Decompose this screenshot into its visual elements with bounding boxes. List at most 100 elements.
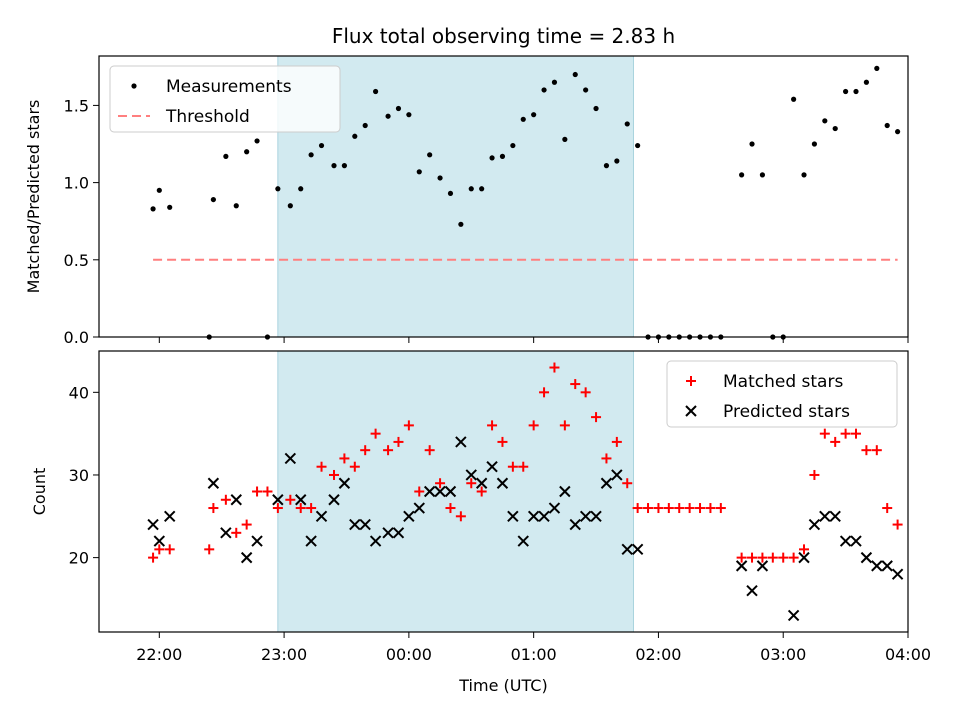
data-point — [148, 552, 159, 563]
data-point — [603, 163, 610, 169]
data-point — [393, 436, 404, 447]
data-point — [230, 494, 242, 506]
data-point — [674, 503, 685, 514]
data-point — [385, 113, 391, 119]
data-point-b — [444, 485, 457, 498]
data-point — [527, 510, 540, 523]
data-point — [447, 190, 454, 197]
data-point — [715, 503, 726, 514]
data-point — [223, 153, 229, 159]
data-point-b — [600, 477, 613, 489]
data-point-b — [829, 510, 841, 523]
data-point — [349, 518, 361, 531]
x-tick-label: 02:00 — [635, 645, 681, 664]
data-point — [369, 535, 382, 547]
data-point-b — [465, 469, 477, 481]
data-point-b — [850, 535, 862, 547]
data-point — [220, 527, 232, 539]
legend-box — [109, 65, 341, 133]
data-point — [510, 142, 516, 149]
data-point-b — [891, 568, 904, 580]
data-point-b — [486, 460, 498, 473]
data-point-b — [305, 535, 317, 547]
data-point-b — [787, 609, 800, 622]
data-point — [156, 187, 162, 193]
data-point — [520, 116, 526, 122]
data-point — [444, 485, 457, 498]
y-tick-label: 0.0 — [64, 328, 89, 347]
data-point-b — [881, 560, 893, 572]
data-point — [541, 87, 547, 93]
data-point-b — [392, 527, 405, 539]
legend-label: Measurements — [166, 77, 292, 97]
data-point — [287, 203, 293, 209]
data-point — [318, 142, 325, 149]
data-point — [207, 477, 220, 489]
data-point — [328, 494, 340, 506]
data-point — [231, 527, 242, 538]
data-point — [819, 510, 831, 523]
count-panel: 20 30 40 22:00 23:00 00:00 01:00 02:00 03:00 04:… — [30, 350, 931, 695]
data-point — [569, 518, 581, 531]
data-point — [476, 486, 487, 497]
ratio-x-ticks — [158, 337, 909, 343]
data-point — [863, 79, 870, 85]
x-tick-label: 03:00 — [760, 645, 806, 664]
data-point — [551, 79, 558, 85]
data-point-b — [153, 535, 166, 547]
data-point — [372, 88, 379, 95]
data-point — [572, 71, 578, 78]
data-point — [445, 503, 456, 514]
data-point — [799, 544, 810, 555]
data-point — [891, 568, 904, 580]
data-point — [413, 502, 425, 514]
data-point-b — [631, 543, 644, 556]
chart-title: Flux total observing time = 2.83 h — [332, 24, 675, 48]
data-point — [316, 461, 327, 472]
data-point — [850, 535, 862, 547]
data-point-b — [369, 535, 382, 547]
ratio-y-axis-label: Matched/Predicted stars — [24, 100, 43, 294]
data-point — [241, 519, 252, 530]
data-point — [458, 221, 464, 227]
data-point — [295, 503, 306, 514]
data-point-b — [240, 551, 253, 564]
data-point — [840, 428, 851, 439]
data-point — [383, 445, 394, 456]
ratio-axes-frame — [98, 55, 909, 338]
data-point — [349, 461, 360, 472]
data-point-b — [538, 510, 550, 523]
x-tick-label: 23:00 — [261, 645, 307, 664]
count-axes-frame — [98, 350, 909, 633]
data-point — [489, 155, 495, 161]
data-point-b — [735, 560, 748, 572]
data-point-b — [756, 560, 769, 572]
observing-window-span-bottom — [277, 351, 634, 632]
data-point-b — [423, 485, 436, 498]
data-point — [663, 503, 674, 514]
data-point — [360, 445, 371, 456]
y-tick-label: 1.5 — [64, 96, 89, 115]
x-tick-label: 01:00 — [511, 645, 557, 664]
data-point — [839, 535, 852, 547]
data-point-b — [860, 551, 873, 564]
data-point — [822, 118, 828, 124]
data-point — [147, 518, 159, 531]
x-tick-label: 22:00 — [136, 645, 182, 664]
data-point — [486, 460, 498, 473]
legend-label: Matched stars — [723, 372, 843, 392]
x-tick-label: 00:00 — [386, 645, 432, 664]
data-point — [306, 503, 317, 514]
y-tick-label: 30 — [69, 466, 89, 485]
data-point — [756, 560, 769, 572]
data-point — [487, 420, 498, 431]
data-point — [437, 175, 443, 181]
data-point-b — [839, 535, 852, 547]
data-point — [593, 105, 599, 112]
data-point — [601, 453, 612, 464]
data-point — [614, 158, 620, 164]
data-point — [362, 122, 368, 129]
data-point — [861, 445, 872, 456]
y-tick-label: 20 — [69, 549, 89, 568]
